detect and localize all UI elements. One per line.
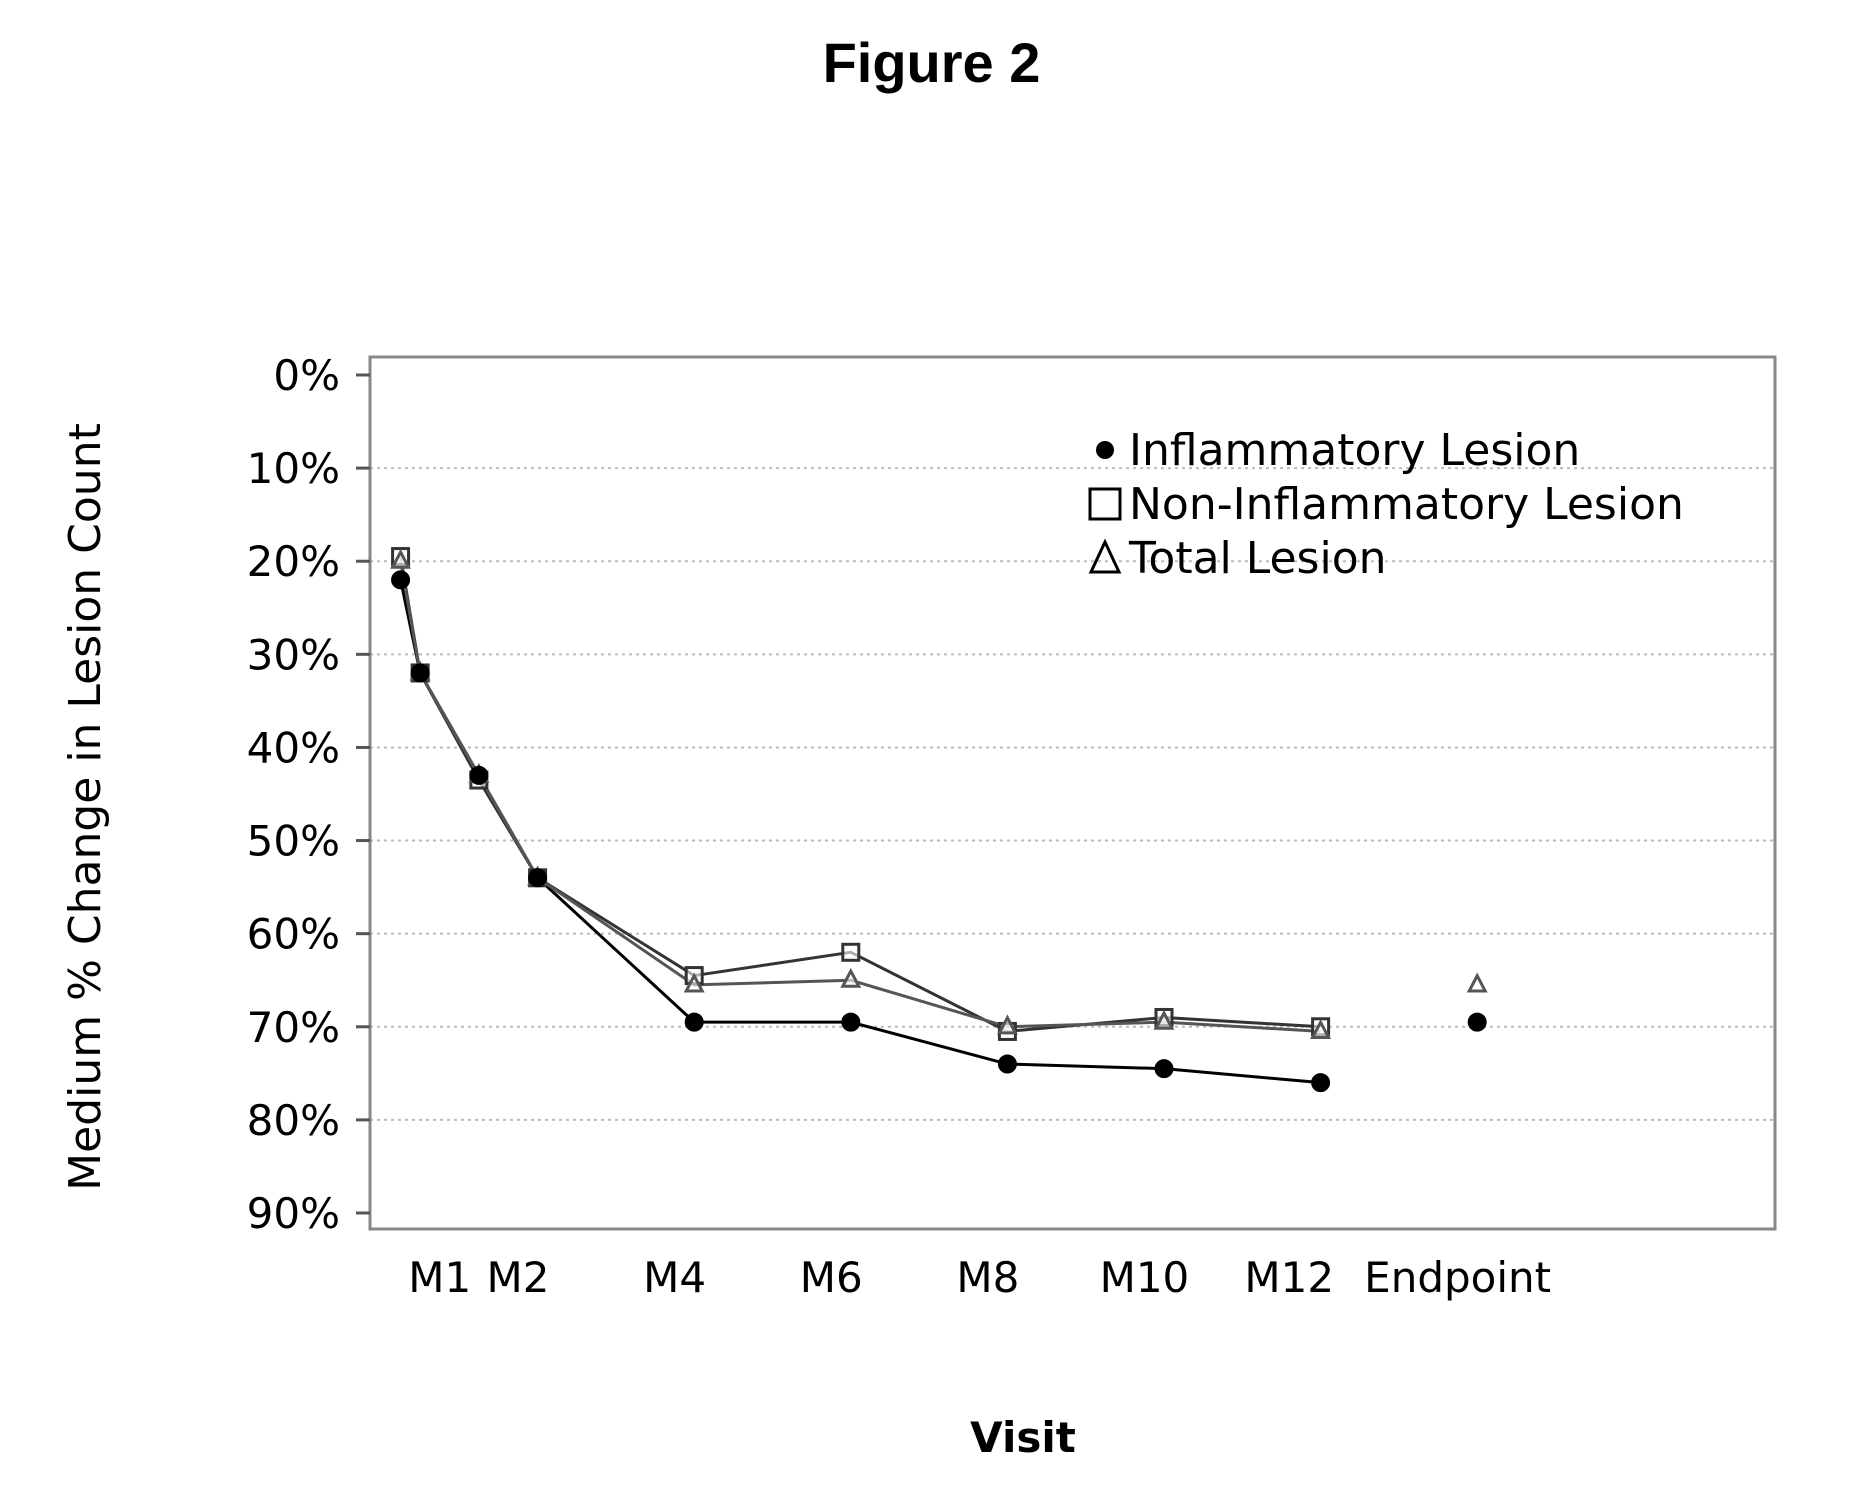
legend: Inflammatory LesionNon-Inflammatory Lesi… xyxy=(1090,425,1684,584)
y-tick-label: 10% xyxy=(247,444,340,493)
legend-item: Total Lesion xyxy=(1091,533,1387,584)
data-point-inflammatory xyxy=(1468,1013,1486,1031)
legend-circle-icon xyxy=(1096,441,1114,459)
legend-item: Inflammatory Lesion xyxy=(1096,425,1580,476)
data-point-inflammatory xyxy=(1155,1060,1173,1078)
x-axis: M1 M2 M4 M6 M8 M10 M12 Endpoint xyxy=(408,1253,1551,1302)
data-point-inflammatory xyxy=(529,869,547,887)
y-tick-label: 0% xyxy=(273,351,340,400)
y-tick-label: 50% xyxy=(247,817,340,866)
x-tick-label: Endpoint xyxy=(1364,1253,1551,1302)
legend-square-icon xyxy=(1090,489,1120,519)
legend-label: Inflammatory Lesion xyxy=(1129,425,1580,476)
data-point-inflammatory xyxy=(411,664,429,682)
y-tick-label: 90% xyxy=(247,1189,340,1238)
series-line-non-inflammatory xyxy=(401,557,1321,1032)
x-tick-label: M10 xyxy=(1100,1253,1190,1302)
gridlines xyxy=(370,468,1775,1120)
y-tick-label: 70% xyxy=(247,1003,340,1052)
data-point-inflammatory xyxy=(842,1013,860,1031)
y-axis-title: Medium % Change in Lesion Count xyxy=(60,423,111,1191)
x-tick-label: M8 xyxy=(956,1253,1019,1302)
data-point-inflammatory xyxy=(1312,1074,1330,1092)
legend-label: Non-Inflammatory Lesion xyxy=(1129,479,1684,530)
x-axis-title: Visit xyxy=(970,1413,1076,1462)
y-tick-label: 40% xyxy=(247,723,340,772)
data-point-inflammatory xyxy=(685,1013,703,1031)
data-point-inflammatory xyxy=(470,766,488,784)
data-point-inflammatory xyxy=(998,1055,1016,1073)
data-point-total xyxy=(1469,976,1485,991)
data-point-total xyxy=(843,971,859,986)
y-tick-label: 60% xyxy=(247,910,340,959)
series-markers xyxy=(392,549,1487,1092)
legend-item: Non-Inflammatory Lesion xyxy=(1090,479,1684,530)
y-axis: 0% 10% 20% 30% 40% 50% 60% 70% 80% 90% xyxy=(247,351,370,1238)
x-tick-label: M2 xyxy=(487,1253,550,1302)
x-tick-label: M1 xyxy=(408,1253,471,1302)
data-point-inflammatory xyxy=(392,571,410,589)
legend-label: Total Lesion xyxy=(1128,533,1387,584)
legend-triangle-icon xyxy=(1091,542,1119,572)
x-tick-label: M4 xyxy=(643,1253,706,1302)
y-tick-label: 30% xyxy=(247,630,340,679)
x-tick-label: M6 xyxy=(800,1253,863,1302)
series-line-total xyxy=(401,561,1321,1031)
x-tick-label: M12 xyxy=(1244,1253,1334,1302)
data-point-total xyxy=(999,1018,1015,1033)
data-point-non-inflammatory xyxy=(843,944,859,960)
series-lines xyxy=(401,557,1321,1083)
y-tick-label: 20% xyxy=(247,537,340,586)
y-tick-label: 80% xyxy=(247,1096,340,1145)
